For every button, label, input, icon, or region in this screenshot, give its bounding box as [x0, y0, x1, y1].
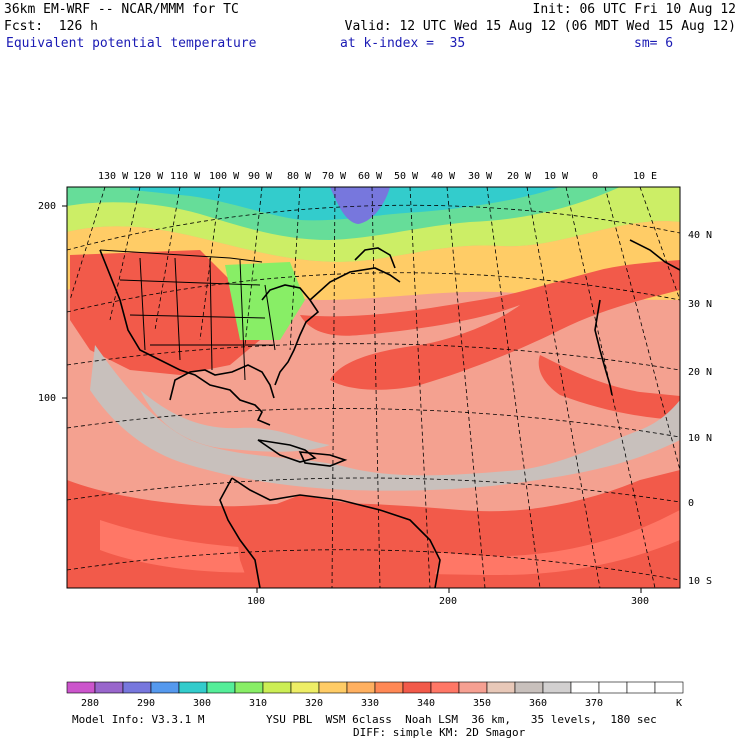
colorbar-swatch: [402, 681, 432, 694]
latitude-label: 30 N: [688, 299, 713, 310]
plot-frame: [66, 186, 681, 589]
colorbar-swatch: [542, 681, 572, 694]
colorbar-swatch: [94, 681, 124, 694]
colorbar-label: 320: [305, 698, 324, 709]
colorbar-label: 310: [249, 698, 268, 709]
longitude-label: 80 W: [287, 171, 312, 182]
colorbar-label: 330: [361, 698, 380, 709]
longitude-label: 10 E: [633, 171, 658, 182]
model-title: 36km EM-WRF -- NCAR/MMM for TC: [4, 2, 239, 17]
colorbar-label: 360: [529, 698, 548, 709]
colorbar-swatch: [514, 681, 544, 694]
colorbar-unit: K: [676, 698, 683, 709]
colorbar-swatch: [206, 681, 236, 694]
colorbar: [66, 681, 684, 694]
colorbar-swatch: [486, 681, 516, 694]
longitude-label: 40 W: [431, 171, 456, 182]
colorbar-swatch: [318, 681, 348, 694]
physics-info: YSU PBL WSM 6class Noah LSM 36 km, 35 le…: [266, 713, 657, 726]
smoothing-label: sm= 6: [634, 36, 674, 51]
colorbar-swatch: [430, 681, 460, 694]
colorbar-label: 350: [473, 698, 492, 709]
colorbar-label: 280: [81, 698, 100, 709]
colorbar-swatch: [122, 681, 152, 694]
colorbar-swatch: [374, 681, 404, 694]
grid-y-label-200: 200: [38, 201, 57, 212]
level-label: at k-index = 35: [340, 36, 466, 51]
colorbar-label: 300: [193, 698, 212, 709]
longitude-label: 110 W: [170, 171, 201, 182]
frame-ticks: [62, 205, 642, 593]
longitude-label: 90 W: [248, 171, 273, 182]
latitude-label: 10 N: [688, 433, 713, 444]
colorbar-swatch: [654, 681, 684, 694]
colorbar-label: 340: [417, 698, 436, 709]
longitude-label: 70 W: [322, 171, 347, 182]
longitude-label: 30 W: [468, 171, 493, 182]
forecast-hour: Fcst: 126 h: [4, 19, 98, 34]
longitude-label: 130 W: [98, 171, 129, 182]
colorbar-swatch: [234, 681, 264, 694]
latitude-label: 40 N: [688, 230, 713, 241]
diffusion-info: DIFF: simple KM: 2D Smagor: [353, 726, 526, 739]
latitude-label: 20 N: [688, 367, 713, 378]
colorbar-swatch: [262, 681, 292, 694]
init-time: Init: 06 UTC Fri 10 Aug 12: [532, 2, 737, 17]
field-name: Equivalent potential temperature: [6, 36, 257, 51]
grid-x-label-300: 300: [631, 596, 650, 607]
valid-time: Valid: 12 UTC Wed 15 Aug 12 (06 MDT Wed …: [344, 19, 736, 34]
longitude-label: 50 W: [394, 171, 419, 182]
colorbar-label: 370: [585, 698, 604, 709]
longitude-label: 10 W: [544, 171, 569, 182]
shaded-field: [67, 187, 680, 588]
colorbar-swatch: [570, 681, 600, 694]
grid-x-label-200: 200: [439, 596, 458, 607]
longitude-label: 20 W: [507, 171, 532, 182]
longitude-label: 60 W: [358, 171, 383, 182]
colorbar-swatch: [150, 681, 180, 694]
coastlines: [99, 239, 680, 588]
colorbar-swatch: [290, 681, 320, 694]
longitude-label: 100 W: [209, 171, 240, 182]
colorbar-swatch: [346, 681, 376, 694]
colorbar-swatch: [626, 681, 656, 694]
colorbar-label: 290: [137, 698, 156, 709]
colorbar-swatch: [598, 681, 628, 694]
longitude-label: 0: [592, 171, 599, 182]
state-borders: [99, 249, 276, 381]
colorbar-swatch: [458, 681, 488, 694]
colorbar-swatch: [178, 681, 208, 694]
grid-x-label-100: 100: [247, 596, 266, 607]
colorbar-swatch: [66, 681, 96, 694]
model-info: Model Info: V3.3.1 M: [72, 713, 205, 726]
longitude-label: 120 W: [133, 171, 164, 182]
latitude-label: 10 S: [688, 576, 713, 587]
grid-y-label-100: 100: [38, 393, 57, 404]
latitude-label: 0: [688, 498, 695, 509]
